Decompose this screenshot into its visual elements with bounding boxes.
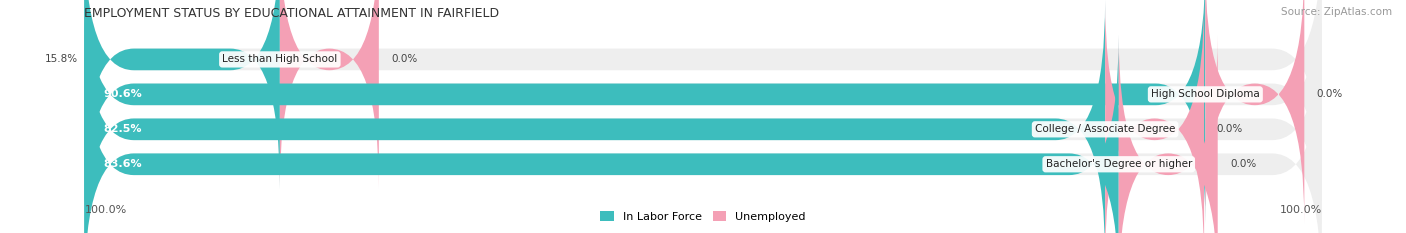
FancyBboxPatch shape (84, 0, 1105, 233)
Text: 0.0%: 0.0% (1316, 89, 1343, 99)
Text: EMPLOYMENT STATUS BY EDUCATIONAL ATTAINMENT IN FAIRFIELD: EMPLOYMENT STATUS BY EDUCATIONAL ATTAINM… (84, 7, 499, 20)
Text: 0.0%: 0.0% (1230, 159, 1257, 169)
Text: Less than High School: Less than High School (222, 55, 337, 64)
Legend: In Labor Force, Unemployed: In Labor Force, Unemployed (598, 208, 808, 225)
Text: 82.5%: 82.5% (103, 124, 142, 134)
FancyBboxPatch shape (1205, 0, 1305, 223)
Text: Bachelor's Degree or higher: Bachelor's Degree or higher (1046, 159, 1192, 169)
FancyBboxPatch shape (84, 0, 1322, 188)
Text: 100.0%: 100.0% (84, 205, 127, 215)
Text: High School Diploma: High School Diploma (1152, 89, 1260, 99)
FancyBboxPatch shape (84, 35, 1322, 233)
Text: 100.0%: 100.0% (1279, 205, 1322, 215)
Text: 0.0%: 0.0% (391, 55, 418, 64)
Text: 83.6%: 83.6% (103, 159, 142, 169)
Text: 15.8%: 15.8% (45, 55, 79, 64)
FancyBboxPatch shape (84, 0, 280, 188)
FancyBboxPatch shape (1105, 0, 1204, 233)
FancyBboxPatch shape (1119, 35, 1218, 233)
Text: 0.0%: 0.0% (1216, 124, 1243, 134)
Text: Source: ZipAtlas.com: Source: ZipAtlas.com (1281, 7, 1392, 17)
FancyBboxPatch shape (280, 0, 378, 188)
Text: 90.6%: 90.6% (103, 89, 142, 99)
Text: College / Associate Degree: College / Associate Degree (1035, 124, 1175, 134)
FancyBboxPatch shape (84, 0, 1322, 233)
FancyBboxPatch shape (84, 35, 1119, 233)
FancyBboxPatch shape (84, 0, 1322, 223)
FancyBboxPatch shape (84, 0, 1205, 223)
